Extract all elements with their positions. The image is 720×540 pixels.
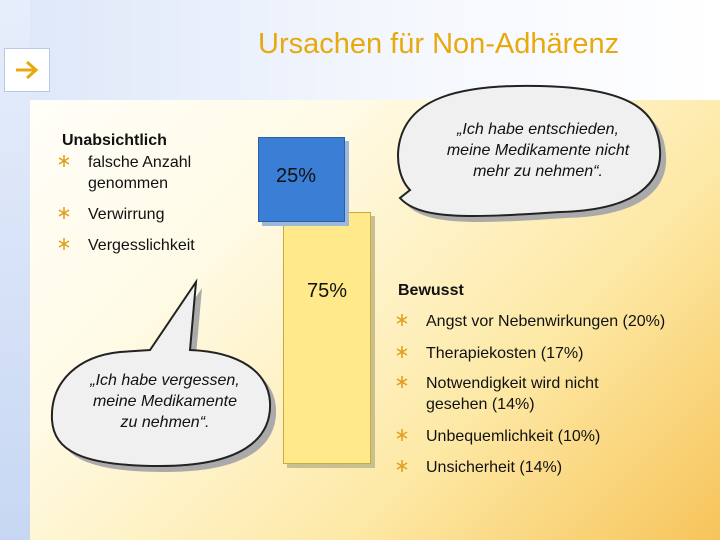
item-text: falsche Anzahl <box>88 154 192 171</box>
star-bullet-icon <box>396 429 408 441</box>
list-item-intentional: Therapiekosten (17%) <box>396 343 584 364</box>
item-text: Angst vor Nebenwirkungen (20%) <box>426 313 666 330</box>
heading-intentional: Bewusst <box>398 282 464 299</box>
quote-line: meine Medikamente <box>92 393 238 410</box>
list-item-intentional: Unsicherheit (14%) <box>396 457 563 478</box>
list-item-unintentional: Verwirrung <box>58 204 165 225</box>
header-band <box>0 0 720 100</box>
item-text: Unbequemlichkeit (10%) <box>426 428 601 445</box>
star-bullet-icon <box>396 376 408 388</box>
arrow-right-icon <box>16 60 39 80</box>
list-item-unintentional: Vergesslichkeit <box>58 235 195 256</box>
item-text: gesehen (14%) <box>426 396 535 413</box>
bar-unintentional <box>283 212 371 464</box>
star-bullet-icon <box>58 207 70 219</box>
page-title: Ursachen für Non-Adhärenz <box>258 28 620 60</box>
star-bullet-icon <box>58 238 70 250</box>
list-item-unintentional: falsche Anzahl genommen <box>58 152 192 194</box>
item-text: Notwendigkeit wird nicht <box>426 375 599 392</box>
quote-line: zu nehmen“. <box>120 414 210 431</box>
bar-intentional <box>258 137 345 222</box>
star-bullet-icon <box>58 155 70 167</box>
item-text: Vergesslichkeit <box>88 237 195 254</box>
item-text: Therapiekosten (17%) <box>426 345 584 362</box>
quote-line: „Ich habe vergessen, <box>90 372 240 389</box>
nav-arrow-button[interactable] <box>4 48 50 92</box>
heading-unintentional: Unabsichtlich <box>62 132 167 149</box>
item-text: genommen <box>88 175 169 192</box>
list-item-intentional: Notwendigkeit wird nicht gesehen (14%) <box>396 373 599 415</box>
star-bullet-icon <box>396 460 408 472</box>
quote-line: mehr zu nehmen“. <box>473 163 603 180</box>
list-item-intentional: Unbequemlichkeit (10%) <box>396 426 601 447</box>
quote-line: „Ich habe entschieden, <box>457 121 619 138</box>
bar-label-intentional: 25% <box>276 165 317 187</box>
bubble-intentional <box>397 84 662 217</box>
star-bullet-icon <box>396 346 408 358</box>
item-text: Verwirrung <box>88 206 165 223</box>
bubble-unintentional <box>50 278 272 468</box>
item-text: Unsicherheit (14%) <box>426 459 563 476</box>
quote-unintentional: „Ich habe vergessen, meine Medikamente z… <box>60 370 270 433</box>
bar-label-unintentional: 75% <box>307 280 348 302</box>
star-bullet-icon <box>396 314 408 326</box>
quote-line: meine Medikamente nicht <box>446 142 630 159</box>
quote-intentional: „Ich habe entschieden, meine Medikamente… <box>418 119 658 182</box>
list-item-intentional: Angst vor Nebenwirkungen (20%) <box>396 311 666 332</box>
